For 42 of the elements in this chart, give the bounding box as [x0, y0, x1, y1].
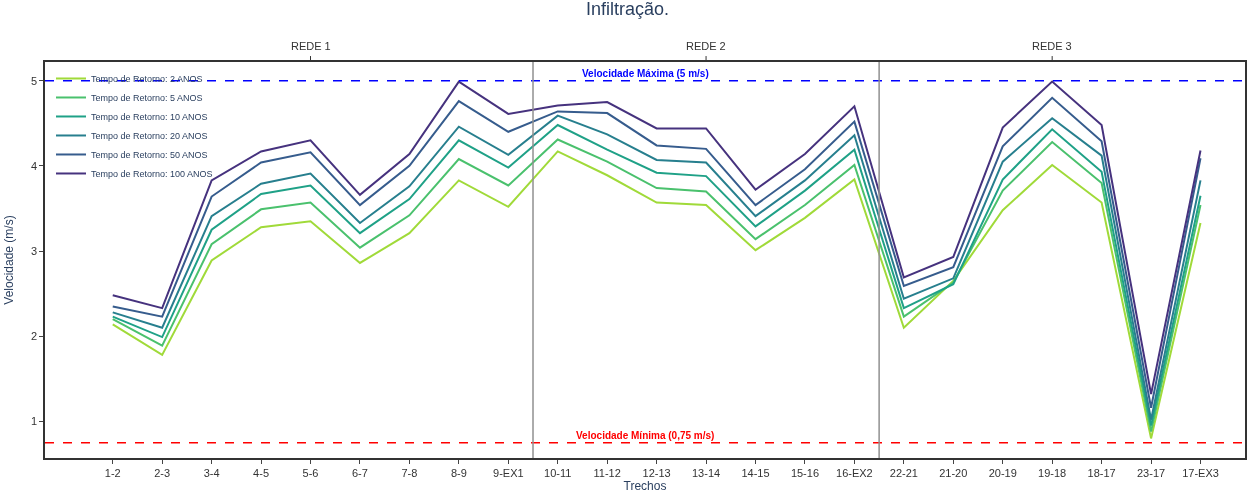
x-axis-title: Trechos — [623, 478, 667, 493]
chart-title: Infiltração. — [585, 0, 670, 20]
legend-label: Tempo de Retorno: 2 ANOS — [91, 73, 203, 84]
x-tick-label: 23-17 — [1136, 466, 1166, 479]
x-tick-label: 20-19 — [988, 466, 1017, 479]
y-tick-label: 1 — [30, 415, 38, 428]
x-tick-label: 13-14 — [691, 466, 721, 479]
x-tick-label: 15-16 — [790, 466, 820, 479]
x-tick-label: 9-EX1 — [493, 466, 524, 479]
x-tick-label: 22-21 — [889, 466, 918, 479]
x-tick-label: 7-8 — [401, 466, 418, 479]
legend-label: Tempo de Retorno: 100 ANOS — [91, 168, 213, 179]
x-tick-label: 4-5 — [253, 466, 270, 479]
legend-label: Tempo de Retorno: 20 ANOS — [91, 130, 208, 141]
y-tick-label: 5 — [30, 74, 38, 87]
legend-label: Tempo de Retorno: 10 ANOS — [91, 111, 208, 122]
y-tick-label: 2 — [30, 330, 38, 343]
x-tick-label: 21-20 — [939, 466, 968, 479]
x-tick-label: 5-6 — [302, 466, 319, 479]
legend-label: Tempo de Retorno: 50 ANOS — [91, 149, 208, 160]
ref-line-label: Velocidade Máxima (5 m/s) — [582, 68, 709, 79]
x-tick-label: 11-12 — [593, 466, 621, 479]
ref-line-label: Velocidade Mínima (0,75 m/s) — [576, 430, 715, 441]
y-axis-title: Velocidade (m/s) — [1, 215, 16, 305]
y-tick-label: 4 — [30, 159, 38, 172]
x-tick-label: 17-EX3 — [1182, 466, 1219, 479]
x-tick-label: 19-18 — [1038, 466, 1067, 479]
x-tick-label: 1-2 — [104, 466, 121, 479]
x-tick-label: 12-13 — [642, 466, 671, 479]
annotation: REDE 2 — [686, 40, 726, 52]
legend-label: Tempo de Retorno: 5 ANOS — [91, 92, 203, 103]
x-tick-label: 16-EX2 — [836, 466, 873, 479]
x-tick-label: 18-17 — [1087, 466, 1116, 479]
y-tick-label: 3 — [30, 244, 38, 257]
x-tick-label: 8-9 — [450, 466, 467, 479]
x-tick-label: 6-7 — [352, 466, 368, 479]
x-tick-label: 3-4 — [203, 466, 220, 479]
annotation: REDE 3 — [1032, 40, 1072, 52]
x-tick-label: 10-11 — [544, 466, 572, 479]
x-tick-label: 2-3 — [154, 466, 171, 479]
annotation: REDE 1 — [291, 40, 331, 52]
x-tick-label: 14-15 — [741, 466, 770, 479]
